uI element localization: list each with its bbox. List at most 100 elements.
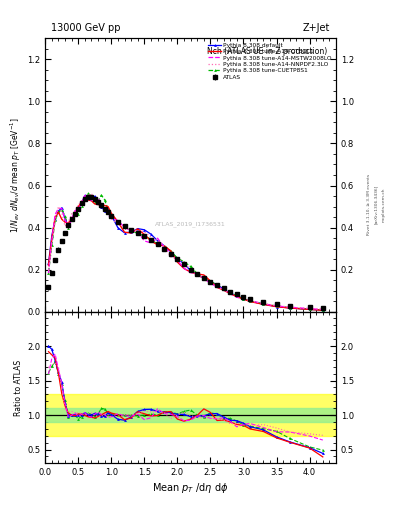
- Pythia 8.308 tune-A14-MSTW2008LO: [53, 211, 57, 218]
- Pythia 8.308 tune-A14-CTEQL1: [169, 248, 173, 254]
- Pythia 8.308 tune-CUETP8S1: [83, 194, 87, 200]
- Pythia 8.308 tune-A14-NNPDF2.3LO: [149, 234, 153, 240]
- Pythia 8.308 tune-A14-CTEQL1: [92, 201, 97, 207]
- Pythia 8.308 tune-CUETP8S1: [99, 192, 104, 198]
- Pythia 8.308 default: [59, 205, 64, 211]
- Pythia 8.308 tune-CUETP8S1: [261, 301, 266, 307]
- Pythia 8.308 tune-CUETP8S1: [106, 206, 110, 212]
- Pythia 8.308 tune-A14-MSTW2008LO: [83, 193, 87, 199]
- Pythia 8.308 tune-CUETP8S1: [92, 199, 97, 205]
- Pythia 8.308 tune-A14-NNPDF2.3LO: [320, 306, 325, 312]
- Pythia 8.308 tune-A14-CTEQL1: [46, 262, 51, 268]
- Pythia 8.308 tune-A14-MSTW2008LO: [202, 275, 206, 281]
- Pythia 8.308 tune-A14-NNPDF2.3LO: [175, 256, 180, 262]
- Pythia 8.308 tune-A14-CTEQL1: [106, 203, 110, 209]
- Pythia 8.308 tune-A14-CTEQL1: [69, 216, 74, 222]
- Pythia 8.308 tune-A14-NNPDF2.3LO: [228, 291, 233, 297]
- Pythia 8.308 tune-A14-CTEQL1: [122, 229, 127, 236]
- Pythia 8.308 tune-A14-NNPDF2.3LO: [274, 303, 279, 309]
- Pythia 8.308 tune-A14-MSTW2008LO: [208, 281, 213, 287]
- Pythia 8.308 default: [241, 295, 246, 302]
- Pythia 8.308 tune-A14-NNPDF2.3LO: [53, 218, 57, 224]
- Pythia 8.308 tune-A14-CTEQL1: [162, 243, 167, 249]
- Pythia 8.308 default: [162, 243, 167, 249]
- Pythia 8.308 tune-CUETP8S1: [162, 243, 167, 249]
- Text: ATLAS_2019_I1736531: ATLAS_2019_I1736531: [155, 221, 226, 227]
- Pythia 8.308 default: [188, 267, 193, 273]
- Pythia 8.308 tune-CUETP8S1: [46, 269, 51, 275]
- Pythia 8.308 tune-A14-MSTW2008LO: [129, 228, 134, 234]
- Pythia 8.308 default: [122, 230, 127, 236]
- Line: Pythia 8.308 tune-CUETP8S1: Pythia 8.308 tune-CUETP8S1: [47, 192, 324, 311]
- Pythia 8.308 tune-A14-MSTW2008LO: [102, 205, 107, 211]
- Pythia 8.308 tune-A14-MSTW2008LO: [73, 207, 77, 214]
- Pythia 8.308 tune-CUETP8S1: [66, 225, 71, 231]
- Pythia 8.308 tune-A14-NNPDF2.3LO: [235, 293, 239, 300]
- Pythia 8.308 tune-A14-MSTW2008LO: [142, 238, 147, 244]
- Pythia 8.308 tune-A14-NNPDF2.3LO: [162, 243, 167, 249]
- Pythia 8.308 tune-A14-CTEQL1: [307, 306, 312, 312]
- Pythia 8.308 default: [96, 198, 101, 204]
- Pythia 8.308 tune-CUETP8S1: [175, 255, 180, 261]
- Pythia 8.308 default: [69, 216, 74, 222]
- Pythia 8.308 tune-A14-CTEQL1: [86, 197, 90, 203]
- Pythia 8.308 tune-CUETP8S1: [76, 211, 81, 217]
- Pythia 8.308 tune-A14-CTEQL1: [96, 202, 101, 208]
- Pythia 8.308 tune-A14-CTEQL1: [53, 215, 57, 221]
- Pythia 8.308 tune-A14-MSTW2008LO: [162, 244, 167, 250]
- Pythia 8.308 tune-A14-CTEQL1: [56, 209, 61, 215]
- Pythia 8.308 tune-A14-MSTW2008LO: [215, 284, 219, 290]
- Pythia 8.308 tune-A14-NNPDF2.3LO: [155, 237, 160, 243]
- Pythia 8.308 tune-A14-CTEQL1: [79, 199, 84, 205]
- Pythia 8.308 tune-A14-MSTW2008LO: [106, 212, 110, 218]
- Pythia 8.308 tune-A14-CTEQL1: [66, 220, 71, 226]
- Pythia 8.308 tune-A14-NNPDF2.3LO: [56, 204, 61, 210]
- Pythia 8.308 tune-A14-NNPDF2.3LO: [96, 202, 101, 208]
- Pythia 8.308 tune-A14-MSTW2008LO: [79, 199, 84, 205]
- Pythia 8.308 tune-A14-NNPDF2.3LO: [73, 208, 77, 215]
- Pythia 8.308 default: [86, 194, 90, 200]
- Pythia 8.308 tune-A14-MSTW2008LO: [228, 290, 233, 296]
- Pythia 8.308 tune-CUETP8S1: [188, 263, 193, 269]
- Pythia 8.308 tune-A14-MSTW2008LO: [76, 207, 81, 214]
- Line: Pythia 8.308 default: Pythia 8.308 default: [47, 194, 324, 311]
- Pythia 8.308 tune-CUETP8S1: [248, 298, 252, 304]
- Pythia 8.308 default: [155, 238, 160, 244]
- Pythia 8.308 tune-A14-CTEQL1: [99, 202, 104, 208]
- Pythia 8.308 default: [92, 193, 97, 199]
- Pythia 8.308 default: [50, 232, 54, 239]
- Pythia 8.308 tune-A14-NNPDF2.3LO: [89, 190, 94, 197]
- Pythia 8.308 tune-A14-NNPDF2.3LO: [59, 209, 64, 215]
- Pythia 8.308 tune-A14-MSTW2008LO: [274, 303, 279, 309]
- Pythia 8.308 tune-A14-NNPDF2.3LO: [122, 223, 127, 229]
- Pythia 8.308 tune-A14-NNPDF2.3LO: [287, 304, 292, 310]
- Pythia 8.308 tune-CUETP8S1: [135, 230, 140, 237]
- Pythia 8.308 default: [182, 261, 186, 267]
- Pythia 8.308 tune-CUETP8S1: [149, 236, 153, 242]
- Pythia 8.308 tune-A14-NNPDF2.3LO: [116, 221, 120, 227]
- Pythia 8.308 tune-CUETP8S1: [208, 278, 213, 284]
- Pythia 8.308 tune-A14-CTEQL1: [89, 198, 94, 204]
- Pythia 8.308 default: [83, 193, 87, 199]
- Pythia 8.308 default: [135, 225, 140, 231]
- Pythia 8.308 tune-A14-MSTW2008LO: [248, 297, 252, 304]
- Pythia 8.308 tune-A14-NNPDF2.3LO: [79, 198, 84, 204]
- Pythia 8.308 tune-A14-CTEQL1: [175, 259, 180, 265]
- Pythia 8.308 tune-A14-MSTW2008LO: [99, 201, 104, 207]
- Pythia 8.308 tune-A14-MSTW2008LO: [135, 229, 140, 235]
- Pythia 8.308 tune-A14-MSTW2008LO: [320, 306, 325, 312]
- Pythia 8.308 default: [202, 275, 206, 282]
- Pythia 8.308 default: [56, 208, 61, 214]
- Pythia 8.308 default: [274, 304, 279, 310]
- Pythia 8.308 default: [89, 194, 94, 200]
- Text: 13000 GeV pp: 13000 GeV pp: [51, 23, 121, 33]
- Pythia 8.308 tune-A14-CTEQL1: [261, 301, 266, 307]
- Pythia 8.308 tune-A14-CTEQL1: [149, 238, 153, 244]
- Pythia 8.308 tune-CUETP8S1: [79, 203, 84, 209]
- Pythia 8.308 tune-A14-MSTW2008LO: [69, 216, 74, 222]
- Pythia 8.308 tune-CUETP8S1: [228, 289, 233, 295]
- Pythia 8.308 tune-A14-NNPDF2.3LO: [62, 223, 67, 229]
- Pythia 8.308 default: [149, 231, 153, 237]
- Pythia 8.308 tune-CUETP8S1: [69, 216, 74, 222]
- Pythia 8.308 tune-A14-CTEQL1: [202, 272, 206, 278]
